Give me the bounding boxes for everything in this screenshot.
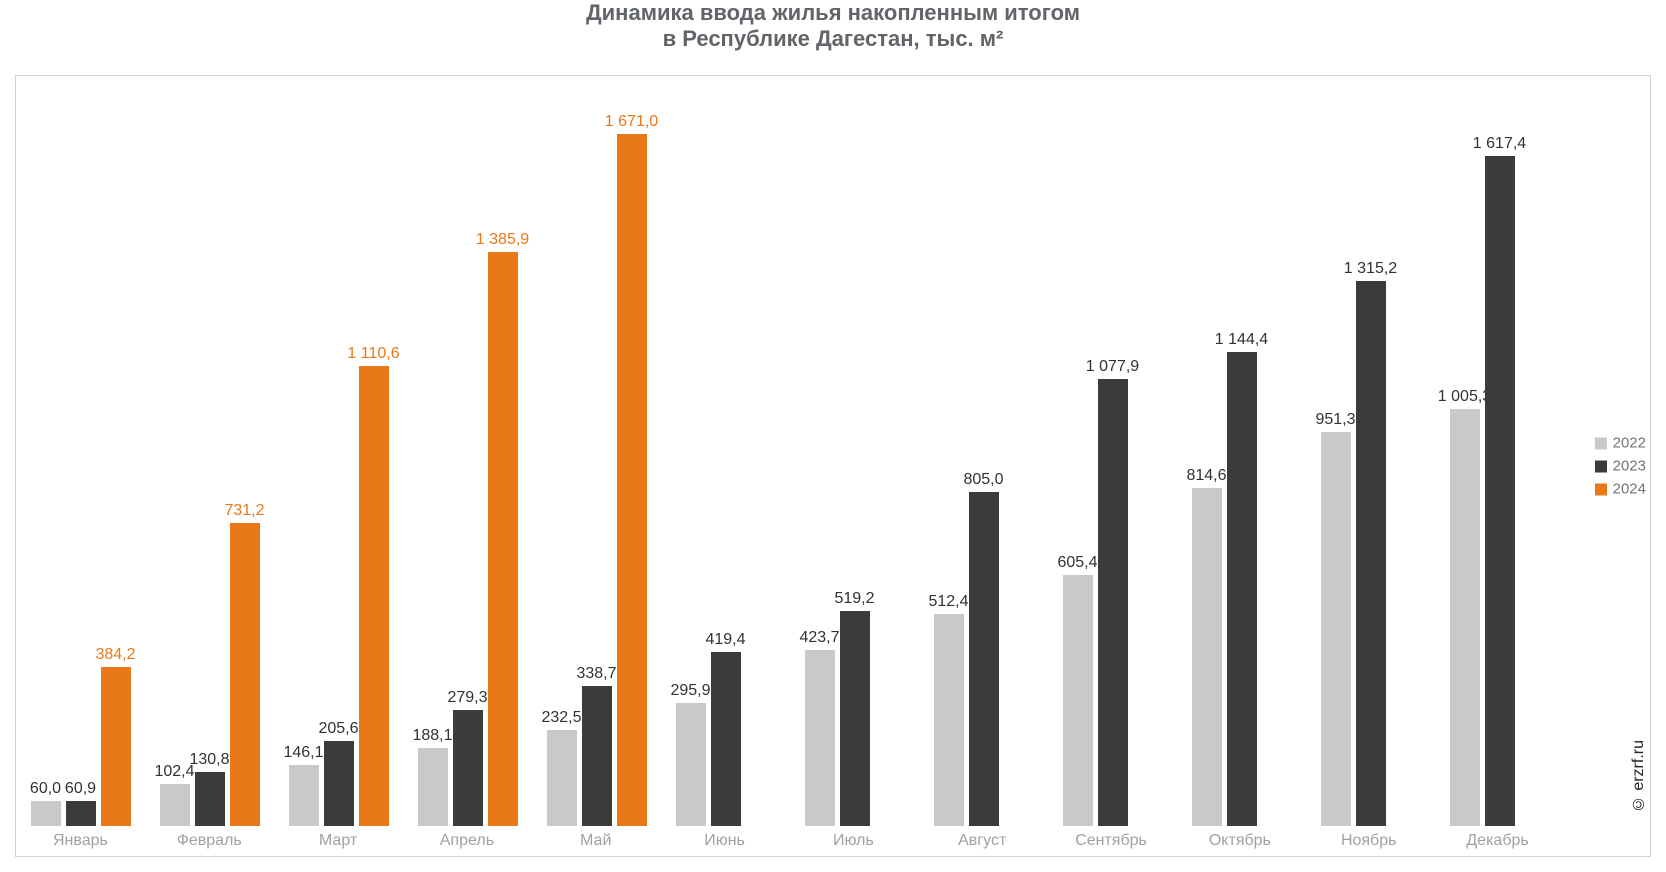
bar-group: 605,41 077,9: [1048, 76, 1177, 826]
bar-label: 384,2: [76, 646, 156, 664]
bar: [1450, 409, 1480, 826]
x-label: Август: [918, 826, 1047, 856]
x-label: Апрель: [402, 826, 531, 856]
bar: [488, 252, 518, 826]
x-label: Июнь: [660, 826, 789, 856]
chart-title: Динамика ввода жилья накопленным итогом …: [0, 0, 1666, 53]
bar-group: 102,4130,8731,2: [145, 76, 274, 826]
bar-group: 512,4805,0: [919, 76, 1048, 826]
bar: [840, 611, 870, 826]
bar-label: 1 671,0: [592, 113, 672, 131]
bar-label: 1 315,2: [1331, 260, 1411, 278]
legend-item: 2023: [1595, 458, 1646, 475]
legend-label: 2022: [1613, 435, 1646, 452]
bar-group: 814,61 144,4: [1177, 76, 1306, 826]
bar: [160, 784, 190, 826]
bar-group: 232,5338,71 671,0: [532, 76, 661, 826]
legend-swatch: [1595, 460, 1607, 472]
x-label: Июль: [789, 826, 918, 856]
x-label: Октябрь: [1175, 826, 1304, 856]
x-label: Ноябрь: [1304, 826, 1433, 856]
bar: [1063, 575, 1093, 826]
title-line-2: в Республике Дагестан, тыс. м²: [0, 26, 1666, 52]
bar-label: 1 110,6: [334, 345, 414, 363]
bar: [66, 801, 96, 826]
bar-label: 1 144,4: [1202, 331, 1282, 349]
bar: [617, 134, 647, 826]
bar: [31, 801, 61, 826]
legend-label: 2023: [1613, 458, 1646, 475]
bar-label: 731,2: [205, 502, 285, 520]
bar: [453, 710, 483, 826]
bar: [1321, 432, 1351, 826]
watermark: © erzrf.ru: [1630, 740, 1648, 812]
bar: [969, 492, 999, 826]
bar: [195, 772, 225, 826]
x-label: Март: [274, 826, 403, 856]
bar: [1356, 281, 1386, 826]
x-label: Май: [531, 826, 660, 856]
bar: [1098, 379, 1128, 826]
bar: [582, 686, 612, 826]
bar: [711, 652, 741, 826]
bar-group: 188,1279,31 385,9: [403, 76, 532, 826]
legend-swatch: [1595, 483, 1607, 495]
x-label: Январь: [16, 826, 145, 856]
legend-item: 2022: [1595, 435, 1646, 452]
x-label: Декабрь: [1433, 826, 1562, 856]
bar-group: 146,1205,61 110,6: [274, 76, 403, 826]
bar: [289, 765, 319, 826]
bar-group: 951,31 315,2: [1306, 76, 1435, 826]
legend-item: 2024: [1595, 481, 1646, 498]
bar: [1485, 156, 1515, 826]
bar-group: 423,7519,2: [790, 76, 919, 826]
bar: [1192, 488, 1222, 826]
bar: [676, 703, 706, 826]
legend: 2022 2023 2024: [1595, 429, 1646, 504]
bar-group: 60,060,9384,2: [16, 76, 145, 826]
bar: [418, 748, 448, 826]
legend-swatch: [1595, 437, 1607, 449]
bar-label: 419,4: [686, 631, 766, 649]
bar: [230, 523, 260, 826]
bar: [547, 730, 577, 826]
bar-label: 805,0: [944, 471, 1024, 489]
bar-label: 1 385,9: [463, 231, 543, 249]
bar: [805, 650, 835, 826]
legend-label: 2024: [1613, 481, 1646, 498]
bar-group: 295,9419,4: [661, 76, 790, 826]
chart-container: 60,060,9384,2102,4130,8731,2146,1205,61 …: [15, 75, 1651, 857]
title-line-1: Динамика ввода жилья накопленным итогом: [0, 0, 1666, 26]
bar-label: 519,2: [815, 590, 895, 608]
bar: [359, 366, 389, 826]
bar: [1227, 352, 1257, 826]
bar: [934, 614, 964, 826]
bar: [324, 741, 354, 826]
bar-group: 1 005,31 617,4: [1435, 76, 1564, 826]
bar: [101, 667, 131, 826]
bar-label: 1 617,4: [1460, 135, 1540, 153]
x-label: Сентябрь: [1047, 826, 1176, 856]
plot-area: 60,060,9384,2102,4130,8731,2146,1205,61 …: [16, 76, 1562, 826]
bar-label: 1 077,9: [1073, 358, 1153, 376]
x-axis-labels: ЯнварьФевральМартАпрельМайИюньИюльАвгуст…: [16, 826, 1562, 856]
x-label: Февраль: [145, 826, 274, 856]
